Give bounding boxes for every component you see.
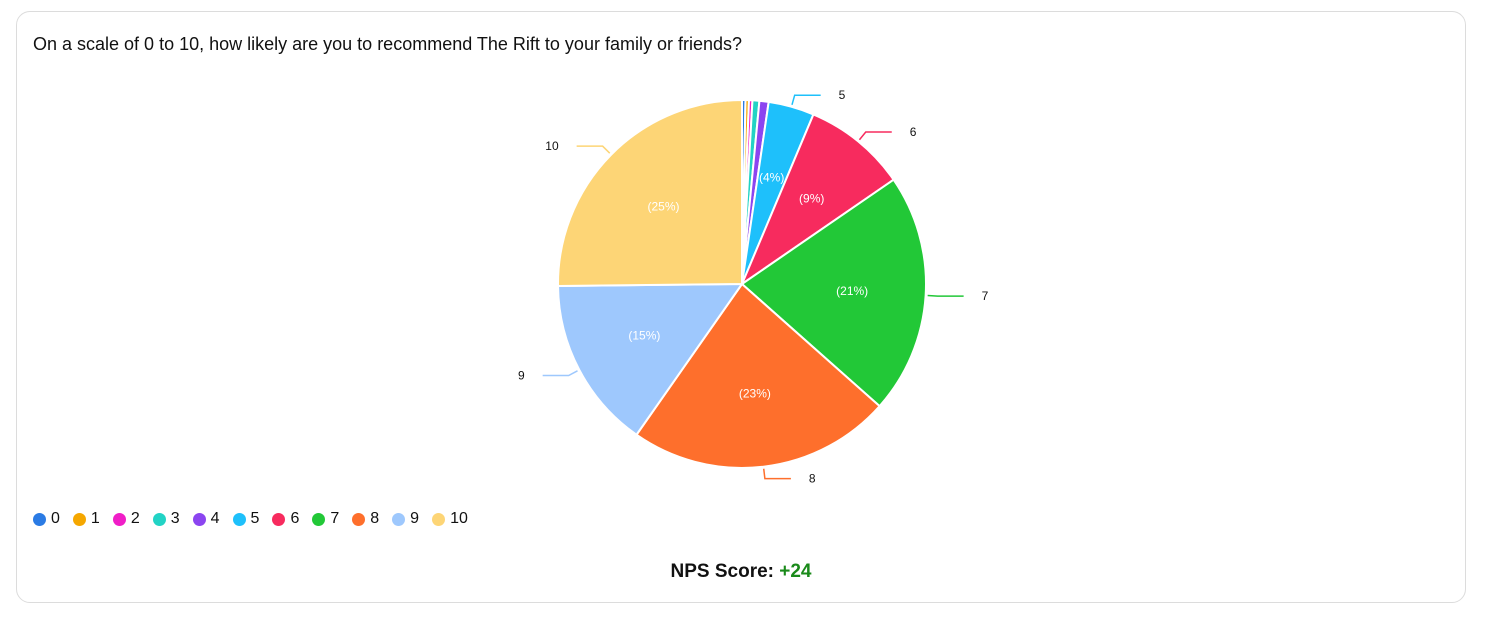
legend-swatch-8	[352, 512, 366, 526]
pie-slice-9[interactable]	[557, 283, 743, 436]
slice-category-label-5: 5	[839, 88, 846, 102]
legend-item-3[interactable]: 3	[152, 510, 180, 528]
legend-item-6[interactable]: 6	[272, 510, 299, 528]
slice-category-label-7: 7	[982, 289, 989, 303]
legend-label-10: 10	[450, 510, 468, 527]
slice-category-label-6: 6	[910, 125, 917, 139]
legend-swatch-6	[272, 512, 286, 526]
legend-item-4[interactable]: 4	[192, 510, 220, 528]
legend-swatch-7	[312, 512, 326, 526]
nps-score: NPS Score: +24	[17, 561, 1465, 583]
question-title: On a scale of 0 to 10, how likely are yo…	[33, 34, 742, 54]
legend-label-0: 0	[51, 510, 60, 527]
slice-percent-label-10: (25%)	[647, 199, 679, 213]
legend-label-5: 5	[250, 510, 260, 527]
legend-label-6: 6	[290, 510, 300, 527]
legend-item-1[interactable]: 1	[72, 510, 100, 528]
legend-label-7: 7	[330, 510, 340, 527]
leader-line-8	[762, 468, 791, 480]
legend-label-8: 8	[370, 510, 380, 527]
legend-swatch-2	[112, 512, 126, 526]
legend-item-9[interactable]: 9	[392, 510, 419, 528]
legend-label-9: 9	[410, 510, 420, 527]
legend-swatch-5	[232, 512, 246, 526]
legend-label-2: 2	[130, 510, 140, 527]
slice-category-label-8: 8	[809, 472, 816, 486]
legend-item-0[interactable]: 0	[33, 510, 60, 528]
chart-card: On a scale of 0 to 10, how likely are yo…	[16, 11, 1466, 603]
slice-category-label-10: 10	[545, 139, 559, 153]
legend-item-5[interactable]: 5	[232, 510, 260, 528]
legend-swatch-1	[72, 512, 86, 526]
legend-label-4: 4	[210, 510, 220, 527]
legend-item-7[interactable]: 7	[312, 510, 339, 528]
slice-percent-label-7: (21%)	[836, 284, 868, 298]
leader-line-10	[576, 145, 611, 154]
legend-item-2[interactable]: 2	[112, 510, 140, 528]
pie-slice-10[interactable]	[557, 99, 743, 288]
pie-slice-8[interactable]	[635, 283, 881, 469]
legend-label-3: 3	[170, 510, 180, 527]
nps-label: NPS Score:	[670, 561, 774, 582]
leader-line-7	[927, 294, 964, 297]
legend-item-8[interactable]: 8	[352, 510, 379, 528]
legend-label-1: 1	[90, 510, 100, 527]
legend-swatch-4	[192, 512, 206, 526]
nps-value: +24	[779, 561, 812, 582]
slice-percent-label-5: (4%)	[759, 171, 784, 185]
leader-line-6	[858, 131, 892, 141]
legend-item-10[interactable]: 10	[432, 510, 468, 528]
slice-percent-label-9: (15%)	[628, 329, 660, 343]
pie-slice-6[interactable]	[741, 113, 895, 285]
leader-line-9	[542, 370, 578, 377]
legend-swatch-0	[33, 512, 46, 526]
legend-swatch-9	[392, 512, 406, 526]
pie-slice-7[interactable]	[741, 178, 927, 408]
leader-line-5	[791, 94, 821, 106]
legend-swatch-3	[152, 512, 166, 526]
slice-percent-label-8: (23%)	[739, 387, 771, 401]
chart-legend: 0 1 2 3 4 5 6 7 8 9 10	[33, 510, 481, 528]
pie-chart: (4%) 5 (9%) 6 (21%) 7 (23%) 8 (15%) 9 (25%) 10	[518, 88, 989, 486]
legend-swatch-10	[432, 512, 446, 526]
slice-percent-label-6: (9%)	[799, 191, 824, 205]
slice-category-label-9: 9	[518, 368, 525, 382]
